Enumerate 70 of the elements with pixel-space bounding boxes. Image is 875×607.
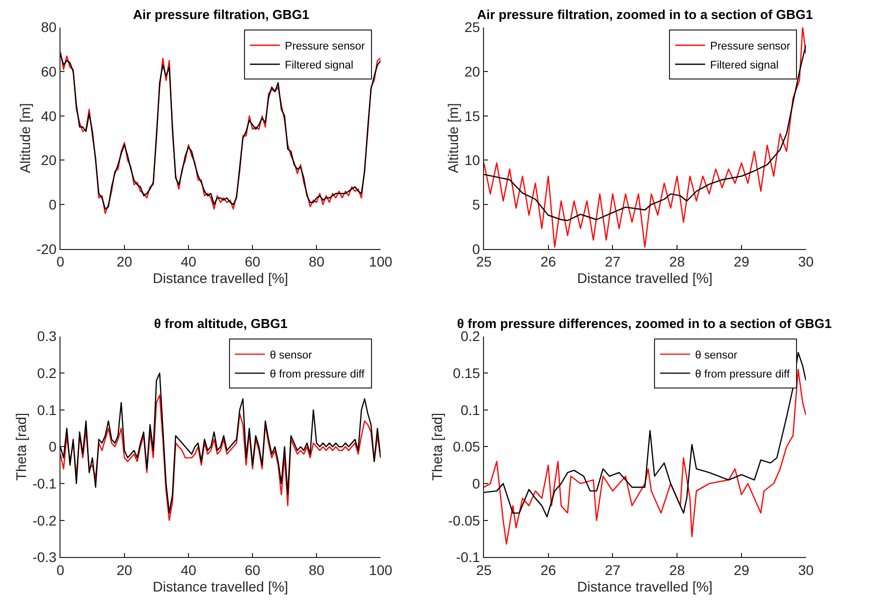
line-series xyxy=(60,394,381,521)
y-tick-label: 10 xyxy=(464,152,480,168)
y-tick-label: -0.3 xyxy=(32,549,57,566)
y-tick-label: 0.2 xyxy=(37,365,57,381)
x-tick-label: 29 xyxy=(734,562,750,578)
legend-label: Filtered signal xyxy=(284,60,354,72)
y-tick-label: 15 xyxy=(464,108,480,124)
x-tick-label: 29 xyxy=(734,254,750,270)
line-series xyxy=(484,27,806,248)
x-axis-title: Distance travelled [%] xyxy=(152,270,288,286)
x-tick-label: 40 xyxy=(180,254,196,270)
x-tick-label: 80 xyxy=(308,562,325,578)
line-series xyxy=(484,352,806,518)
x-axis-title: Distance travelled [%] xyxy=(577,578,713,594)
y-tick-label: 0 xyxy=(472,240,480,257)
x-tick-label: 27 xyxy=(604,254,621,270)
x-tick-label: 26 xyxy=(540,562,556,578)
x-tick-label: 100 xyxy=(368,562,393,578)
y-tick-label: 60 xyxy=(40,64,57,80)
x-axis-title: Distance travelled [%] xyxy=(152,578,288,594)
x-tick-label: 20 xyxy=(116,562,132,578)
chart-title: θ from pressure differences, zoomed in to a section of GBG1 xyxy=(457,316,832,331)
y-tick-label: -0.1 xyxy=(456,549,480,566)
legend-label: θ from pressure diff xyxy=(695,368,791,380)
y-axis-title: Altitude [m] xyxy=(445,103,462,174)
x-tick-label: 60 xyxy=(244,254,261,270)
y-tick-label: -0.2 xyxy=(32,512,57,528)
x-tick-label: 20 xyxy=(116,254,132,270)
y-tick-label: 0 xyxy=(48,438,57,455)
y-tick-label: 80 xyxy=(40,19,57,36)
y-axis-title: Theta [rad] xyxy=(13,412,30,481)
chart-title: Air pressure filtration, GBG1 xyxy=(133,7,310,22)
x-tick-label: 28 xyxy=(669,254,686,270)
y-tick-label: -20 xyxy=(36,240,57,257)
line-series xyxy=(484,368,806,545)
chart-title: Air pressure filtration, zoomed in to a section of GBG1 xyxy=(477,7,813,22)
y-axis-title: Altitude [m] xyxy=(16,103,33,174)
x-axis-title: Distance travelled [%] xyxy=(577,270,713,286)
y-tick-label: 0.1 xyxy=(37,402,57,418)
y-tick-label: 0.05 xyxy=(452,438,480,455)
chart-title: θ from altitude, GBG1 xyxy=(154,316,288,331)
y-tick-label: 0.2 xyxy=(460,328,480,344)
legend-label: θ sensor xyxy=(695,349,738,362)
x-tick-label: 26 xyxy=(540,254,556,270)
y-tick-label: 5 xyxy=(472,196,480,212)
x-tick-label: 27 xyxy=(604,562,621,578)
legend-label: Pressure sensor xyxy=(284,40,366,53)
legend-label: θ from pressure diff xyxy=(270,368,366,380)
x-tick-label: 100 xyxy=(368,254,393,270)
x-tick-label: 30 xyxy=(798,254,814,270)
x-tick-label: 30 xyxy=(798,562,814,578)
legend-label: Filtered signal xyxy=(710,60,779,72)
y-tick-label: -0.1 xyxy=(32,475,57,492)
y-tick-label: 20 xyxy=(464,64,480,80)
x-tick-label: 60 xyxy=(244,562,261,578)
x-tick-label: 40 xyxy=(180,562,196,578)
y-tick-label: 0 xyxy=(48,196,57,212)
y-tick-label: 20 xyxy=(40,152,57,168)
y-tick-label: 25 xyxy=(464,19,480,36)
y-tick-label: -0.05 xyxy=(448,512,480,528)
y-tick-label: 40 xyxy=(40,108,57,124)
y-tick-label: 0.1 xyxy=(460,402,480,418)
y-tick-label: 0.3 xyxy=(37,328,57,344)
x-tick-label: 28 xyxy=(669,562,686,578)
y-tick-label: 0.15 xyxy=(452,365,480,381)
legend-label: θ sensor xyxy=(270,349,312,362)
y-tick-label: 0 xyxy=(472,475,480,492)
y-axis-title: Theta [rad] xyxy=(428,412,445,481)
x-tick-label: 80 xyxy=(308,254,325,270)
legend-label: Pressure sensor xyxy=(710,40,791,53)
